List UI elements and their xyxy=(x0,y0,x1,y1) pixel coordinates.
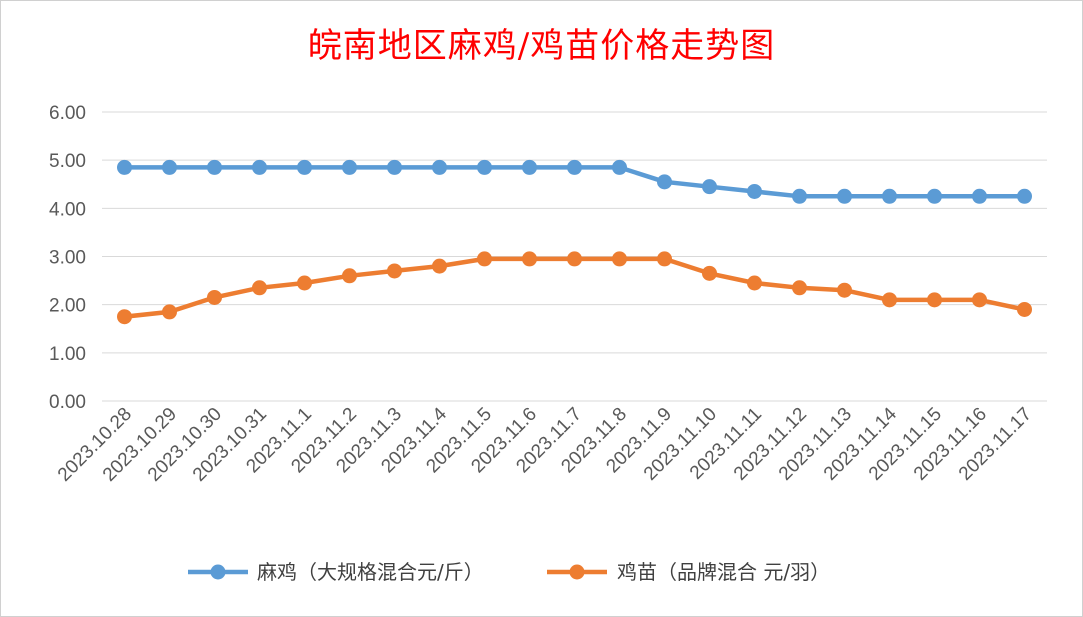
data-point xyxy=(792,280,807,296)
data-point xyxy=(657,174,672,190)
y-tick-label: 6.00 xyxy=(49,103,86,124)
x-axis-ticks: 2023.10.282023.10.292023.10.302023.10.31… xyxy=(54,403,1036,485)
data-point xyxy=(432,159,447,175)
legend-marker xyxy=(569,564,585,580)
data-point xyxy=(342,159,357,175)
data-point xyxy=(162,159,177,175)
data-point xyxy=(837,188,852,204)
data-point xyxy=(837,282,852,298)
data-point xyxy=(342,268,357,284)
y-tick-label: 3.00 xyxy=(49,248,86,269)
data-point xyxy=(432,258,447,274)
data-point xyxy=(207,289,222,305)
data-point xyxy=(927,292,942,308)
data-point xyxy=(612,251,627,267)
data-point xyxy=(927,188,942,204)
legend-item: 麻鸡（大规格混合元/斤） xyxy=(188,560,484,584)
data-point xyxy=(1017,188,1032,204)
data-point xyxy=(117,309,132,325)
data-point xyxy=(567,251,582,267)
data-point xyxy=(1017,301,1032,317)
data-point xyxy=(972,188,987,204)
data-point xyxy=(657,251,672,267)
data-point xyxy=(522,159,537,175)
data-point xyxy=(297,159,312,175)
y-tick-label: 5.00 xyxy=(49,151,86,172)
data-point xyxy=(522,251,537,267)
data-point xyxy=(207,159,222,175)
data-point xyxy=(117,159,132,175)
y-tick-label: 4.00 xyxy=(49,199,86,220)
data-point xyxy=(792,188,807,204)
data-point xyxy=(747,183,762,199)
data-point xyxy=(882,188,897,204)
chart-title: 皖南地区麻鸡/鸡苗价格走势图 xyxy=(307,26,776,66)
data-point xyxy=(252,280,267,296)
data-point xyxy=(612,159,627,175)
data-point xyxy=(477,159,492,175)
y-axis-ticks: 0.00 1.00 2.00 3.00 4.00 5.00 6.00 xyxy=(49,103,86,413)
y-tick-label: 2.00 xyxy=(49,296,86,317)
series-1 xyxy=(117,159,1032,204)
data-point xyxy=(702,179,717,195)
legend-label: 鸡苗（品牌混合 元/羽） xyxy=(617,560,830,584)
legend-marker xyxy=(210,564,226,580)
data-point xyxy=(387,159,402,175)
data-point xyxy=(477,251,492,267)
data-point xyxy=(162,304,177,320)
data-point xyxy=(387,263,402,279)
data-point xyxy=(972,292,987,308)
data-point xyxy=(252,159,267,175)
data-point xyxy=(882,292,897,308)
series-layer xyxy=(117,159,1032,325)
legend-item: 鸡苗（品牌混合 元/羽） xyxy=(547,560,830,584)
data-point xyxy=(747,275,762,291)
series-2 xyxy=(117,251,1032,325)
data-point xyxy=(567,159,582,175)
legend-label: 麻鸡（大规格混合元/斤） xyxy=(257,560,484,584)
data-point xyxy=(297,275,312,291)
y-tick-label: 1.00 xyxy=(49,344,86,365)
data-point xyxy=(702,265,717,281)
y-tick-label: 0.00 xyxy=(49,392,86,413)
legend: 麻鸡（大规格混合元/斤） 鸡苗（品牌混合 元/羽） xyxy=(188,560,830,584)
